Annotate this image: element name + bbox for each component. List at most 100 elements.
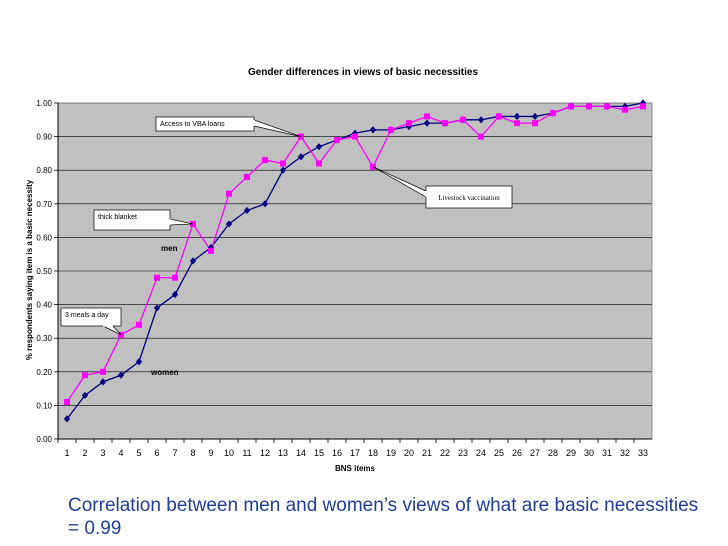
x-tick-label: 33: [638, 448, 648, 458]
data-point-women: [261, 200, 269, 208]
x-tick-label: 20: [404, 448, 414, 458]
x-axis-ticks: 1 2 3 4 5 6 7 8 9 10 11 12 13 14 15 16 17 18 19 20 21 22 23 24 2…: [57, 439, 648, 458]
correlation-caption: Correlation between men and women’s view…: [68, 495, 699, 539]
series-layer: [63, 99, 647, 423]
data-point-women: [297, 153, 305, 161]
series-label-men: men: [161, 244, 178, 253]
data-point-men: [208, 247, 214, 254]
series-labels: men women: [150, 244, 179, 377]
annotations-layer: Access to VBA loans Livestock vaccination…: [60, 116, 513, 336]
y-axis-ticks: 0.00 0.10 0.20 0.30 0.40 0.50 0.60 0.70 0.80 0.90…: [36, 99, 58, 444]
x-tick-label: 16: [332, 448, 342, 458]
annotation-label: Access to VBA loans: [160, 121, 225, 128]
data-point-men: [604, 103, 610, 110]
y-tick-label: 0.00: [36, 435, 52, 444]
annotation-label: 3 meals a day: [65, 312, 109, 319]
data-point-women: [423, 119, 431, 127]
data-point-men: [514, 120, 520, 127]
x-tick-label: 22: [440, 448, 450, 458]
x-tick-label: 12: [260, 448, 270, 458]
x-tick-label: 29: [566, 448, 576, 458]
x-tick-label: 28: [548, 448, 558, 458]
data-point-men: [640, 103, 646, 110]
data-point-men: [262, 157, 268, 164]
data-point-men: [460, 116, 466, 123]
data-point-men: [496, 113, 502, 120]
data-point-men: [406, 120, 412, 127]
y-axis-label: % respondents saying item is a basic nec…: [25, 179, 34, 360]
x-tick-label: 15: [314, 448, 324, 458]
data-point-men: [82, 372, 88, 379]
x-tick-label: 4: [118, 448, 123, 458]
x-tick-label: 5: [136, 448, 141, 458]
data-point-men: [226, 190, 232, 197]
data-point-women: [513, 112, 521, 121]
x-tick-label: 19: [386, 448, 396, 458]
x-tick-label: 25: [494, 448, 504, 458]
x-tick-label: 2: [82, 448, 87, 458]
x-tick-label: 10: [224, 448, 234, 458]
data-point-men: [154, 274, 160, 281]
x-tick-label: 31: [602, 448, 612, 458]
x-tick-label: 3: [100, 448, 105, 458]
data-point-women: [63, 415, 71, 423]
chart-title: Gender differences in views of basic nec…: [248, 67, 479, 78]
annotation-label: thick blanket: [98, 214, 137, 221]
data-point-women: [81, 391, 89, 399]
data-point-women: [207, 243, 215, 252]
x-tick-label: 13: [278, 448, 288, 458]
data-point-women: [243, 206, 251, 215]
annotation-box: [60, 307, 122, 327]
data-point-women: [279, 166, 287, 174]
data-point-men: [550, 110, 556, 117]
y-tick-label: 0.80: [36, 166, 52, 175]
series-label-women: women: [150, 368, 179, 377]
annotation-label: Livestock vaccination: [438, 194, 500, 202]
y-tick-label: 0.30: [36, 334, 52, 343]
data-point-men: [316, 160, 322, 167]
x-tick-label: 21: [422, 448, 432, 458]
x-tick-label: 26: [512, 448, 522, 458]
x-tick-label: 7: [172, 448, 177, 458]
y-tick-label: 1.00: [36, 99, 52, 108]
data-point-men: [352, 133, 358, 140]
data-point-men: [568, 103, 574, 110]
data-point-men: [280, 160, 286, 167]
x-tick-label: 1: [64, 448, 69, 458]
data-point-men: [334, 136, 340, 143]
data-point-women: [225, 220, 233, 228]
data-point-women: [117, 371, 125, 379]
y-tick-label: 0.40: [36, 301, 52, 310]
data-point-women: [153, 304, 161, 312]
data-point-women: [315, 143, 323, 151]
x-tick-label: 32: [620, 448, 630, 458]
x-tick-label: 18: [368, 448, 378, 458]
data-point-men: [478, 133, 484, 140]
y-tick-label: 0.20: [36, 368, 52, 377]
x-tick-label: 17: [350, 448, 360, 458]
x-tick-label: 30: [584, 448, 594, 458]
y-tick-label: 0.10: [36, 401, 52, 410]
x-tick-label: 11: [242, 448, 251, 458]
y-tick-label: 0.70: [36, 200, 52, 209]
data-point-women: [369, 126, 377, 134]
x-tick-label: 27: [530, 448, 540, 458]
x-tick-label: 14: [296, 448, 306, 458]
data-point-men: [442, 120, 448, 127]
data-point-men: [244, 173, 250, 180]
y-tick-label: 0.50: [36, 267, 52, 276]
x-tick-label: 8: [190, 448, 195, 458]
data-point-men: [586, 103, 592, 110]
data-point-men: [424, 113, 430, 120]
chart: 0.00 0.10 0.20 0.30 0.40 0.50 0.60 0.70 0.80 0.90…: [25, 67, 653, 473]
data-point-men: [172, 274, 178, 281]
data-point-men: [136, 321, 142, 328]
x-tick-label: 9: [208, 448, 213, 458]
data-point-women: [135, 358, 143, 366]
x-axis-label: BNS items: [335, 464, 376, 473]
data-point-men: [622, 106, 628, 113]
y-tick-label: 0.90: [36, 133, 52, 142]
data-point-women: [477, 116, 485, 124]
data-point-women: [531, 112, 539, 121]
y-tick-label: 0.60: [36, 233, 52, 242]
